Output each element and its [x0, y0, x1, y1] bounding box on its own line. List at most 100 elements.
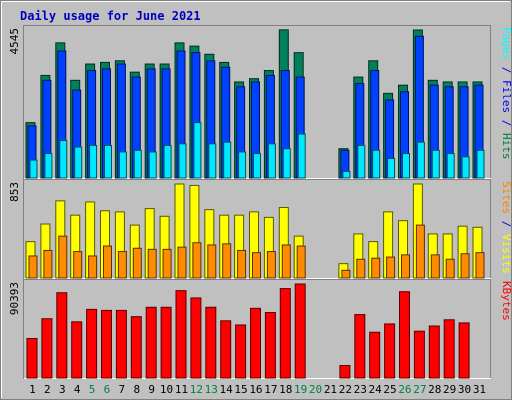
day-label-30: 30 [458, 383, 471, 396]
legend-entry: / [500, 214, 512, 234]
bar-sites-day-6 [103, 245, 112, 279]
bar-kbytes-day-3 [56, 292, 68, 379]
bar-kbytes-day-27 [413, 330, 425, 379]
day-label-2: 2 [44, 383, 51, 396]
day-label-26: 26 [398, 383, 411, 396]
bar-sites-day-18 [281, 244, 291, 279]
day-label-20: 20 [309, 383, 322, 396]
day-label-27: 27 [413, 383, 426, 396]
panel-hits-files-pages: 4545 Pages / Files / Hits [8, 25, 512, 179]
bar-sites-day-12 [192, 242, 202, 279]
bar-sites-day-25 [386, 256, 396, 279]
day-label-24: 24 [369, 383, 383, 396]
bar-kbytes-day-29 [443, 319, 455, 379]
bar-sites-day-29 [445, 258, 455, 279]
bar-sites-day-16 [252, 252, 261, 279]
bar-kbytes-day-26 [399, 291, 410, 379]
day-label-14: 14 [220, 383, 234, 396]
bar-pages-day-11 [178, 143, 187, 179]
day-label-25: 25 [383, 383, 396, 396]
bar-kbytes-day-19 [294, 283, 306, 379]
bar-sites-day-7 [117, 251, 127, 279]
bar-pages-day-4 [74, 146, 83, 179]
panel-max-label: 4545 [8, 28, 21, 55]
bar-pages-day-5 [89, 144, 98, 179]
bar-kbytes-day-14 [220, 320, 232, 379]
panel-max-label: 853 [8, 182, 21, 202]
bar-kbytes-day-25 [384, 323, 396, 379]
bar-pages-day-26 [402, 153, 410, 179]
bar-pages-day-1 [29, 159, 38, 179]
bar-sites-day-27 [415, 224, 425, 279]
bar-sites-day-24 [371, 257, 381, 279]
day-label-1: 1 [29, 383, 36, 396]
day-label-11: 11 [175, 383, 188, 396]
bar-kbytes-day-9 [145, 306, 157, 379]
bar-sites-day-13 [207, 244, 217, 279]
day-label-28: 28 [428, 383, 441, 396]
bar-kbytes-day-4 [71, 321, 83, 379]
bar-kbytes-day-15 [235, 324, 247, 379]
legend-entry: Sites [500, 181, 512, 214]
bar-kbytes-day-6 [101, 309, 112, 379]
bar-pages-day-12 [193, 122, 202, 179]
day-label-31: 31 [473, 383, 486, 396]
bar-sites-day-8 [132, 247, 142, 279]
bar-sites-day-30 [460, 253, 470, 279]
bar-sites-day-26 [401, 254, 410, 279]
bar-kbytes-day-12 [190, 297, 202, 379]
bar-kbytes-day-28 [428, 325, 440, 379]
bar-kbytes-day-13 [205, 306, 217, 379]
bar-sites-day-2 [43, 249, 53, 279]
panel-legend: KBytes [500, 281, 512, 321]
day-label-21: 21 [324, 383, 337, 396]
bar-kbytes-day-22 [339, 365, 351, 379]
bar-sites-day-4 [73, 251, 83, 279]
bar-pages-day-10 [163, 144, 172, 179]
day-label-13: 13 [205, 383, 218, 396]
bar-kbytes-day-30 [458, 322, 470, 379]
bar-pages-day-31 [476, 149, 485, 179]
bar-pages-day-29 [446, 153, 455, 179]
panel-legend: Pages / Files / Hits [500, 27, 512, 160]
legend-entry: KBytes [500, 281, 512, 321]
day-label-17: 17 [264, 383, 277, 396]
day-label-4: 4 [74, 383, 81, 396]
bar-pages-day-6 [104, 144, 112, 179]
bar-pages-day-3 [59, 140, 68, 179]
bar-sites-day-17 [266, 251, 276, 279]
bar-kbytes-day-23 [354, 314, 366, 379]
day-label-15: 15 [234, 383, 247, 396]
bar-kbytes-day-18 [279, 288, 291, 379]
day-label-29: 29 [443, 383, 456, 396]
bar-kbytes-day-17 [264, 311, 276, 379]
bar-kbytes-day-5 [86, 308, 98, 379]
bar-kbytes-day-2 [41, 318, 53, 379]
bar-pages-day-17 [267, 143, 276, 179]
day-label-9: 9 [148, 383, 155, 396]
bar-kbytes-day-1 [26, 337, 38, 379]
chart-title: Daily usage for June 2021 [20, 9, 201, 23]
day-labels: 1 2 3 4 5 6 7 8 9 10 11 12 13 14 15 16 17 18 19 20 21 22 23 24 2… [29, 383, 486, 396]
panels: 4545 Pages / Files / Hits 853 Sites / Visit… [8, 25, 512, 379]
bar-pages-day-14 [223, 141, 232, 179]
bar-pages-day-13 [208, 143, 217, 179]
legend-entry: Hits [500, 133, 512, 160]
bar-kbytes-day-7 [115, 309, 127, 379]
day-label-6: 6 [104, 383, 111, 396]
bar-sites-day-5 [88, 255, 98, 279]
bar-pages-day-30 [461, 156, 470, 179]
bar-sites-day-31 [475, 252, 485, 279]
day-label-23: 23 [354, 383, 367, 396]
bar-pages-day-9 [148, 151, 157, 179]
bar-pages-day-15 [238, 151, 247, 179]
day-label-18: 18 [279, 383, 292, 396]
panel-kbytes: 90393 KBytes [8, 279, 512, 379]
day-label-7: 7 [119, 383, 126, 396]
day-label-19: 19 [294, 383, 307, 396]
bar-kbytes-day-11 [175, 290, 187, 379]
day-label-12: 12 [190, 383, 203, 396]
bar-sites-day-10 [162, 248, 172, 279]
bar-pages-day-27 [416, 141, 425, 179]
